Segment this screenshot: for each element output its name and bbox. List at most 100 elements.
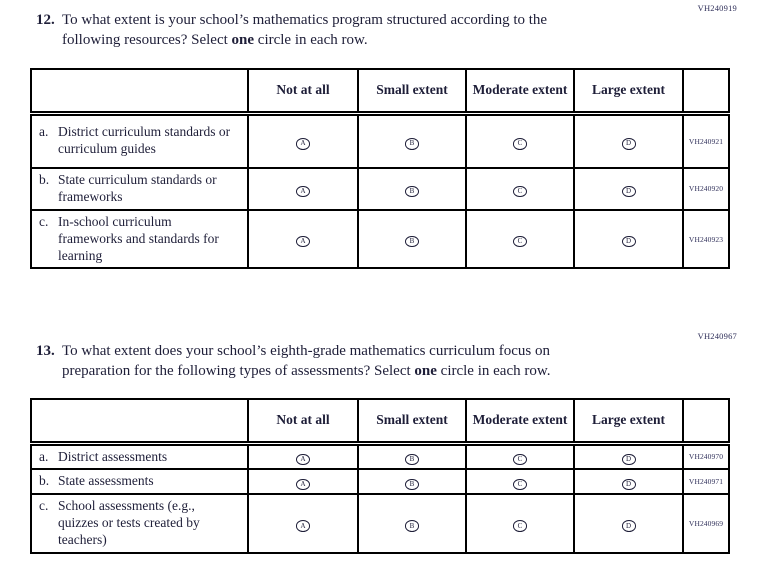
- question-12: 12. To what extent is your school’s math…: [36, 11, 547, 50]
- option-cell: B: [357, 167, 467, 211]
- question-12-line1: To what extent is your school’s mathemat…: [62, 12, 548, 28]
- table-row: b. State curriculum standards or framewor…: [30, 167, 730, 211]
- row-code: VH240971: [682, 468, 730, 496]
- option-cell: D: [573, 208, 684, 270]
- row-label: a. District curriculum standards or curri…: [30, 112, 249, 169]
- header-moderate-extent: Moderate extent: [465, 68, 575, 116]
- table-header-row: Not at all Small extent Moderate extent …: [30, 398, 730, 446]
- header-large-extent: Large extent: [573, 68, 684, 116]
- row-text: In-school curriculum frameworks and stan…: [58, 213, 219, 263]
- header-code-cell: [682, 398, 730, 446]
- option-cell: A: [247, 112, 359, 169]
- question-12-code: VH240919: [697, 3, 737, 13]
- option-cell: A: [247, 441, 359, 471]
- option-circle-c[interactable]: C: [513, 453, 527, 466]
- option-circle-c[interactable]: C: [513, 185, 527, 198]
- row-code: VH240921: [682, 112, 730, 169]
- option-cell: A: [247, 468, 359, 496]
- row-code: VH240969: [682, 493, 730, 554]
- question-12-text: To what extent is your school’s mathemat…: [62, 11, 547, 50]
- option-circle-a[interactable]: A: [296, 453, 310, 466]
- question-13-table: Not at all Small extent Moderate extent …: [30, 398, 730, 554]
- row-label: c. School assessments (e.g., quizzes or t…: [30, 493, 249, 554]
- option-circle-d[interactable]: D: [621, 453, 636, 466]
- option-circle-a[interactable]: A: [296, 235, 310, 248]
- option-cell: B: [357, 208, 467, 270]
- table-row: a. District curriculum standards or curri…: [30, 112, 730, 169]
- question-12-line2: following resources? Select one circle i…: [62, 31, 547, 51]
- header-large-extent: Large extent: [573, 398, 684, 446]
- option-cell: D: [573, 167, 684, 211]
- option-cell: C: [465, 441, 575, 471]
- row-code: VH240923: [682, 208, 730, 270]
- option-cell: D: [573, 493, 684, 554]
- header-not-at-all: Not at all: [247, 68, 359, 116]
- table-row: b. State assessments A B C D VH240971: [30, 468, 730, 496]
- question-13-line2-part1: preparation for the following types of a…: [62, 362, 415, 379]
- option-cell: B: [357, 441, 467, 471]
- row-label: b. State curriculum standards or framewor…: [30, 167, 249, 211]
- option-cell: D: [573, 441, 684, 471]
- option-circle-a[interactable]: A: [296, 478, 310, 491]
- table-row: c. School assessments (e.g., quizzes or t…: [30, 493, 730, 554]
- option-circle-a[interactable]: A: [296, 520, 310, 532]
- row-text: School assessments (e.g., quizzes or tes…: [58, 498, 200, 547]
- option-cell: C: [465, 112, 575, 169]
- option-circle-d[interactable]: D: [621, 520, 636, 532]
- question-12-number: 12.: [36, 12, 55, 28]
- question-13-code: VH240967: [697, 331, 737, 341]
- table-row: a. District assessments A B C D VH240970: [30, 441, 730, 471]
- question-13-text: To what extent does your school’s eighth…: [62, 342, 550, 381]
- row-letter: a.: [39, 124, 49, 140]
- option-cell: C: [465, 493, 575, 554]
- question-13-line2: preparation for the following types of a…: [62, 362, 550, 382]
- option-cell: B: [357, 493, 467, 554]
- header-code-cell: [682, 68, 730, 116]
- option-circle-a[interactable]: A: [296, 138, 310, 150]
- row-text: State assessments: [58, 473, 154, 489]
- option-cell: A: [247, 208, 359, 270]
- option-cell: A: [247, 493, 359, 554]
- option-circle-c[interactable]: C: [513, 478, 527, 491]
- header-empty-cell: [30, 398, 249, 446]
- question-12-line2-part2: circle in each row.: [254, 31, 368, 48]
- option-circle-b[interactable]: B: [405, 138, 419, 150]
- option-cell: D: [573, 468, 684, 496]
- option-circle-d[interactable]: D: [621, 478, 636, 491]
- row-label: b. State assessments: [30, 468, 249, 496]
- row-text: District assessments: [58, 448, 168, 464]
- row-text: District curriculum standards or curricu…: [58, 124, 231, 157]
- option-circle-b[interactable]: B: [405, 520, 419, 532]
- option-circle-b[interactable]: B: [405, 453, 419, 466]
- option-circle-c[interactable]: C: [513, 520, 527, 532]
- option-circle-b[interactable]: B: [405, 185, 419, 198]
- option-cell: C: [465, 208, 575, 270]
- option-cell: C: [465, 167, 575, 211]
- row-code: VH240920: [682, 167, 730, 211]
- question-12-table: Not at all Small extent Moderate extent …: [30, 68, 730, 270]
- row-text: State curriculum standards or frameworks: [58, 172, 217, 204]
- option-circle-d[interactable]: D: [621, 138, 636, 150]
- row-letter: b.: [39, 172, 50, 187]
- option-circle-a[interactable]: A: [296, 185, 310, 198]
- question-12-line2-part1: following resources? Select: [62, 31, 232, 48]
- header-small-extent: Small extent: [357, 398, 467, 446]
- question-13-line2-bold: one: [414, 362, 437, 379]
- header-moderate-extent: Moderate extent: [465, 398, 575, 446]
- option-circle-d[interactable]: D: [621, 185, 636, 198]
- row-code: VH240970: [682, 441, 730, 471]
- question-13-line2-part2: circle in each row.: [436, 362, 551, 379]
- question-13-line1: To what extent does your school’s eighth…: [62, 343, 550, 359]
- option-circle-c[interactable]: C: [513, 138, 527, 150]
- option-cell: B: [357, 112, 467, 169]
- option-cell: D: [573, 112, 684, 169]
- option-circle-b[interactable]: B: [405, 235, 419, 248]
- option-circle-b[interactable]: B: [405, 478, 419, 491]
- option-circle-c[interactable]: C: [513, 235, 527, 248]
- row-label: a. District assessments: [30, 441, 249, 471]
- option-circle-d[interactable]: D: [621, 235, 636, 248]
- table-row: c. In-school curriculum frameworks and st…: [30, 208, 730, 270]
- header-empty-cell: [30, 68, 249, 116]
- table-header-row: Not at all Small extent Moderate extent …: [30, 68, 730, 116]
